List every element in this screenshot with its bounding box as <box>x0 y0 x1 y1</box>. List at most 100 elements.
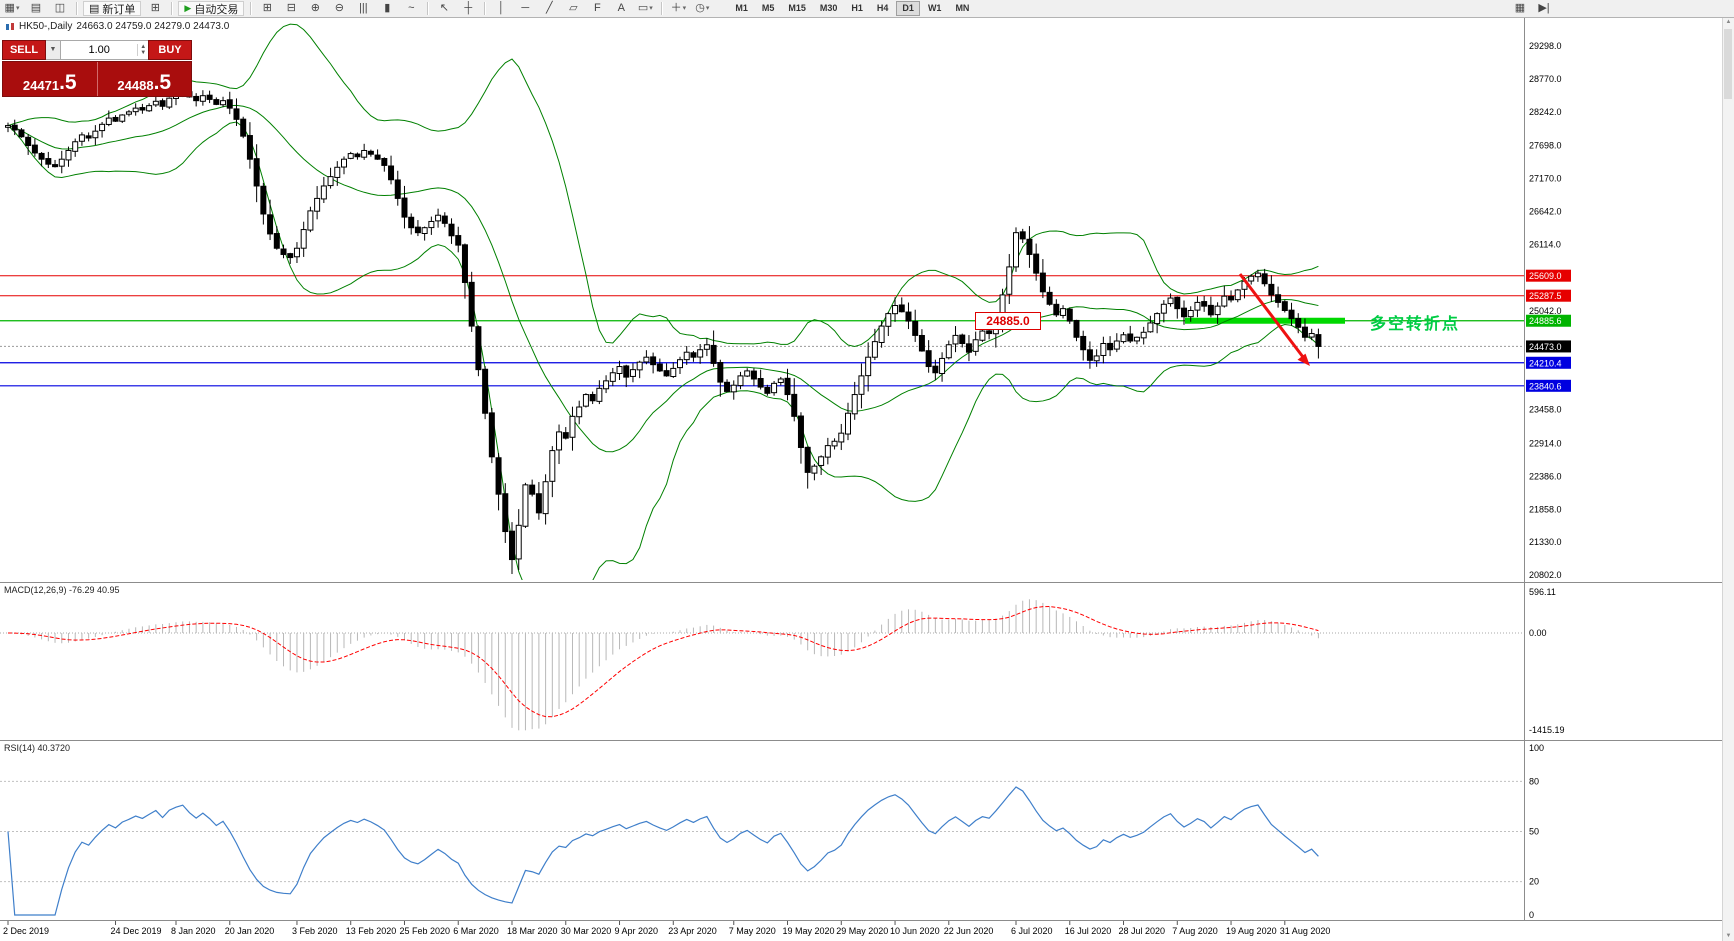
depth-of-market-button[interactable]: ⊞ <box>150 2 161 14</box>
chart-shift-button[interactable]: ▶| <box>1538 2 1550 14</box>
timeframe-m30[interactable]: M30 <box>819 3 838 13</box>
scroll-down-icon[interactable]: ▼ <box>1725 933 1732 939</box>
svg-text:25287.5: 25287.5 <box>1529 291 1562 301</box>
one-click-trading-panel: SELL ▼ ▲▼ BUY 24471.5 24488.5 <box>2 40 192 97</box>
vertical-scrollbar[interactable]: ▲ ▼ <box>1722 17 1734 941</box>
trend-arrow-annotation[interactable] <box>1238 273 1310 366</box>
scroll-up-icon[interactable]: ▲ <box>1725 19 1732 25</box>
svg-text:28242.0: 28242.0 <box>1529 107 1562 117</box>
pivot-price-callout[interactable]: 24885.0 <box>975 312 1041 330</box>
turning-point-annotation: 多空转折点 <box>1370 316 1461 333</box>
window-list-button[interactable]: ◫ <box>54 2 66 14</box>
toolbar-separator <box>427 2 429 15</box>
svg-text:2 Dec 2019: 2 Dec 2019 <box>3 926 49 936</box>
svg-text:30 Mar 2020: 30 Mar 2020 <box>561 926 612 936</box>
svg-text:19 Aug 2020: 19 Aug 2020 <box>1226 926 1277 936</box>
buy-price-main: 24488 <box>117 78 154 93</box>
svg-text:22386.0: 22386.0 <box>1529 471 1562 481</box>
play-icon: ▶ <box>184 3 192 13</box>
symbol-icon <box>6 22 14 30</box>
timeframe-w1[interactable]: W1 <box>927 3 942 13</box>
svg-text:21858.0: 21858.0 <box>1529 504 1562 514</box>
crosshair-tool-button[interactable]: ┼ <box>464 2 473 14</box>
timeframe-m1[interactable]: M1 <box>735 3 748 13</box>
sell-button[interactable]: SELL <box>2 40 46 60</box>
volume-preset-dropdown[interactable]: ▼ <box>46 40 61 60</box>
new-order-button[interactable]: ▤ 新订单 <box>83 1 142 16</box>
buy-button[interactable]: BUY <box>148 40 192 60</box>
chevron-down-icon: ▾ <box>705 5 710 12</box>
horizontal-line-tool[interactable]: ─ <box>521 2 530 14</box>
cursor-tool-button[interactable]: ↖ <box>439 2 449 14</box>
svg-text:50: 50 <box>1529 827 1539 837</box>
svg-text:596.11: 596.11 <box>1529 587 1556 597</box>
horizontal-level-lines[interactable] <box>0 275 1524 387</box>
volume-input[interactable] <box>61 44 138 56</box>
chevron-down-icon: ▾ <box>682 5 687 12</box>
timeframe-toolbar: M1 M5 M15 M30 H1 H4 D1 W1 MN <box>728 1 976 16</box>
bar-chart-button[interactable]: ||| <box>359 2 368 14</box>
svg-text:19 May 2020: 19 May 2020 <box>783 926 835 936</box>
zoom-out-button[interactable]: ⊖ <box>334 2 344 14</box>
line-chart-button[interactable]: ~ <box>408 2 415 14</box>
step-up-icon[interactable]: ▲ <box>140 44 147 50</box>
svg-text:21330.0: 21330.0 <box>1529 537 1562 547</box>
candlestick-series <box>5 88 1322 575</box>
step-down-icon[interactable]: ▼ <box>140 50 147 56</box>
toolbar-separator <box>171 2 173 15</box>
macd-indicator <box>0 599 1524 731</box>
pivot-highlight-bar[interactable] <box>1185 317 1345 324</box>
svg-text:20 Jan 2020: 20 Jan 2020 <box>225 926 275 936</box>
svg-text:100: 100 <box>1529 743 1544 753</box>
svg-text:6 Mar 2020: 6 Mar 2020 <box>453 926 499 936</box>
profiles-button[interactable]: ▤ <box>30 2 42 14</box>
periods-button[interactable]: ◷ ▾ <box>695 2 710 14</box>
svg-text:20802.0: 20802.0 <box>1529 570 1562 580</box>
svg-text:24 Dec 2019: 24 Dec 2019 <box>111 926 162 936</box>
svg-text:23458.0: 23458.0 <box>1529 405 1562 415</box>
timeframe-d1[interactable]: D1 <box>896 1 920 16</box>
svg-text:24885.6: 24885.6 <box>1529 316 1562 326</box>
volume-stepper[interactable]: ▲ ▼ <box>137 44 148 56</box>
svg-text:10 Jun 2020: 10 Jun 2020 <box>890 926 940 936</box>
vertical-line-tool[interactable]: │ <box>497 2 505 14</box>
svg-text:28770.0: 28770.0 <box>1529 74 1562 84</box>
chevron-down-icon: ▾ <box>649 5 653 12</box>
buy-price-display[interactable]: 24488.5 <box>96 62 192 96</box>
svg-text:23 Apr 2020: 23 Apr 2020 <box>668 926 717 936</box>
indicators-button[interactable]: ＋ ▾ <box>670 2 687 14</box>
timeframe-m5[interactable]: M5 <box>761 3 775 13</box>
rsi-label: RSI(14) 40.3720 <box>4 743 71 753</box>
fibonacci-tool[interactable]: F <box>593 2 601 14</box>
rsi-indicator <box>0 780 1524 916</box>
zoom-in-button[interactable]: ⊕ <box>310 2 320 14</box>
tile-windows-button[interactable]: ⊞ <box>262 2 272 14</box>
timeframe-m15[interactable]: M15 <box>788 3 806 13</box>
svg-text:25042.0: 25042.0 <box>1529 306 1562 316</box>
chevron-down-icon: ▾ <box>15 5 20 12</box>
text-tool[interactable]: A <box>617 2 625 14</box>
shapes-tool[interactable]: ▭ ▾ <box>637 2 653 14</box>
toolbar-separator <box>484 2 486 15</box>
svg-text:3 Feb 2020: 3 Feb 2020 <box>292 926 338 936</box>
channel-tool[interactable]: ▱ <box>569 2 578 14</box>
svg-text:9 Apr 2020: 9 Apr 2020 <box>615 926 659 936</box>
svg-text:22 Jun 2020: 22 Jun 2020 <box>944 926 994 936</box>
trendline-tool[interactable]: ╱ <box>546 2 553 14</box>
scrollbar-thumb[interactable] <box>1724 29 1732 99</box>
new-chart-button[interactable]: ▦ ▾ <box>4 2 20 14</box>
auto-trading-button[interactable]: ▶ 自动交易 <box>178 1 245 16</box>
timeframe-mn[interactable]: MN <box>955 3 970 13</box>
cascade-windows-button[interactable]: ⊟ <box>286 2 296 14</box>
timeframe-h4[interactable]: H4 <box>876 3 889 13</box>
svg-text:6 Jul 2020: 6 Jul 2020 <box>1011 926 1053 936</box>
svg-text:0.00: 0.00 <box>1529 628 1547 638</box>
candlestick-chart-button[interactable]: ▮ <box>384 2 391 14</box>
svg-text:7 May 2020: 7 May 2020 <box>729 926 776 936</box>
timeframe-h1[interactable]: H1 <box>851 3 863 13</box>
sell-price-display[interactable]: 24471.5 <box>3 62 97 96</box>
toolbar-separator <box>250 2 252 15</box>
sell-price-main: 24471 <box>22 78 60 93</box>
auto-scroll-button[interactable]: ▦ <box>1514 2 1526 14</box>
